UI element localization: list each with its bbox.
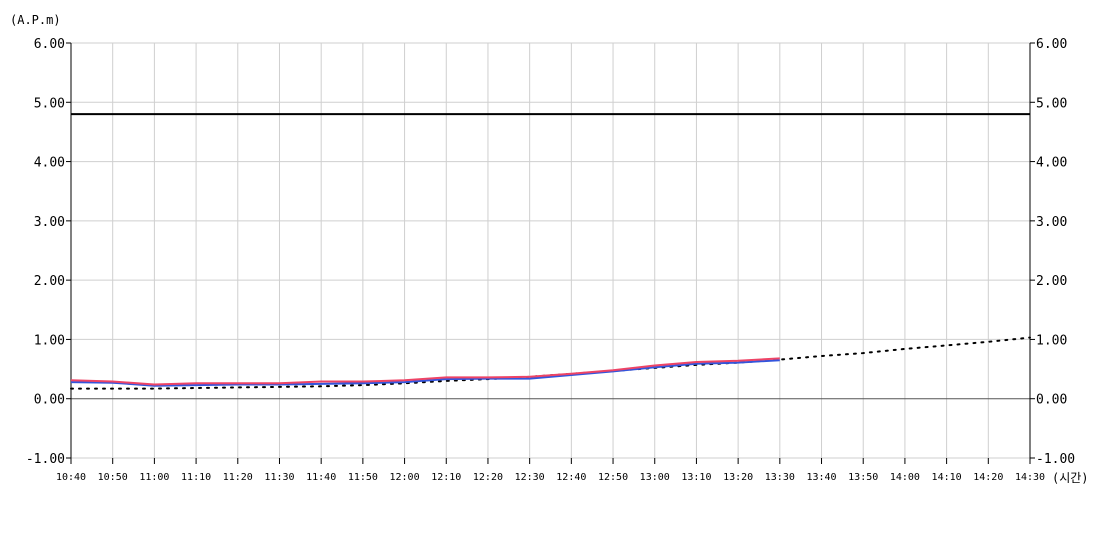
x-tick-label: 11:10: [181, 472, 211, 483]
y-tick-label-right: 5.00: [1036, 96, 1067, 111]
x-tick-label: 11:00: [139, 472, 169, 483]
y-tick-label-left: -1.00: [26, 452, 65, 467]
grid: [70, 42, 1031, 459]
x-tick-label: 13:50: [848, 472, 878, 483]
x-unit-label: (시간): [1052, 471, 1089, 485]
x-tick-label: 12:10: [431, 472, 461, 483]
x-tick-label: 14:30: [1015, 472, 1045, 483]
x-tick-label: 10:40: [56, 472, 86, 483]
x-tick-label: 11:40: [306, 472, 336, 483]
x-tick-label: 14:10: [932, 472, 962, 483]
x-tick-label: 11:20: [223, 472, 253, 483]
y-tick-label-right: 4.00: [1036, 156, 1067, 171]
y-tick-label-left: 1.00: [34, 333, 65, 348]
x-tick-label: 14:20: [973, 472, 1003, 483]
y-tick-label-right: -1.00: [1036, 452, 1075, 467]
x-tick-label: 12:20: [473, 472, 503, 483]
x-tick-label: 13:00: [640, 472, 670, 483]
y-tick-label-left: 2.00: [34, 274, 65, 289]
y-tick-label-right: 2.00: [1036, 274, 1067, 289]
y-tick-label-right: 6.00: [1036, 37, 1067, 52]
series-line-dotted: [70, 336, 1031, 390]
y-tick-label-left: 6.00: [34, 37, 65, 52]
x-tick-label: 11:50: [348, 472, 378, 483]
y-tick-label-left: 5.00: [34, 96, 65, 111]
y-tick-label-left: 3.00: [34, 215, 65, 230]
x-tick-label: 12:30: [515, 472, 545, 483]
x-tick-label: 13:10: [681, 472, 711, 483]
x-tick-label: 13:30: [765, 472, 795, 483]
tick-labels: 10:40 10:50 11:00 11:10 11:20 11:30 11:40 11:50…: [26, 37, 1075, 483]
x-tick-label: 13:40: [806, 472, 836, 483]
y-tick-label-right: 3.00: [1036, 215, 1067, 230]
series-line-2: [70, 357, 780, 386]
x-tick-label: 12:00: [390, 472, 420, 483]
y-unit-label: (A.P.m): [10, 13, 61, 27]
x-tick-label: 12:50: [598, 472, 628, 483]
y-tick-label-right: 1.00: [1036, 333, 1067, 348]
series-lines: [70, 113, 1031, 390]
x-tick-label: 11:30: [264, 472, 294, 483]
series-line-1: [70, 359, 780, 387]
x-tick-label: 13:20: [723, 472, 753, 483]
y-tick-label-right: 0.00: [1036, 393, 1067, 408]
x-tick-label: 10:50: [98, 472, 128, 483]
x-tick-label: 14:00: [890, 472, 920, 483]
x-tick-label: 12:40: [556, 472, 586, 483]
y-tick-label-left: 0.00: [34, 393, 65, 408]
axes: [66, 42, 1035, 464]
y-tick-label-left: 4.00: [34, 156, 65, 171]
